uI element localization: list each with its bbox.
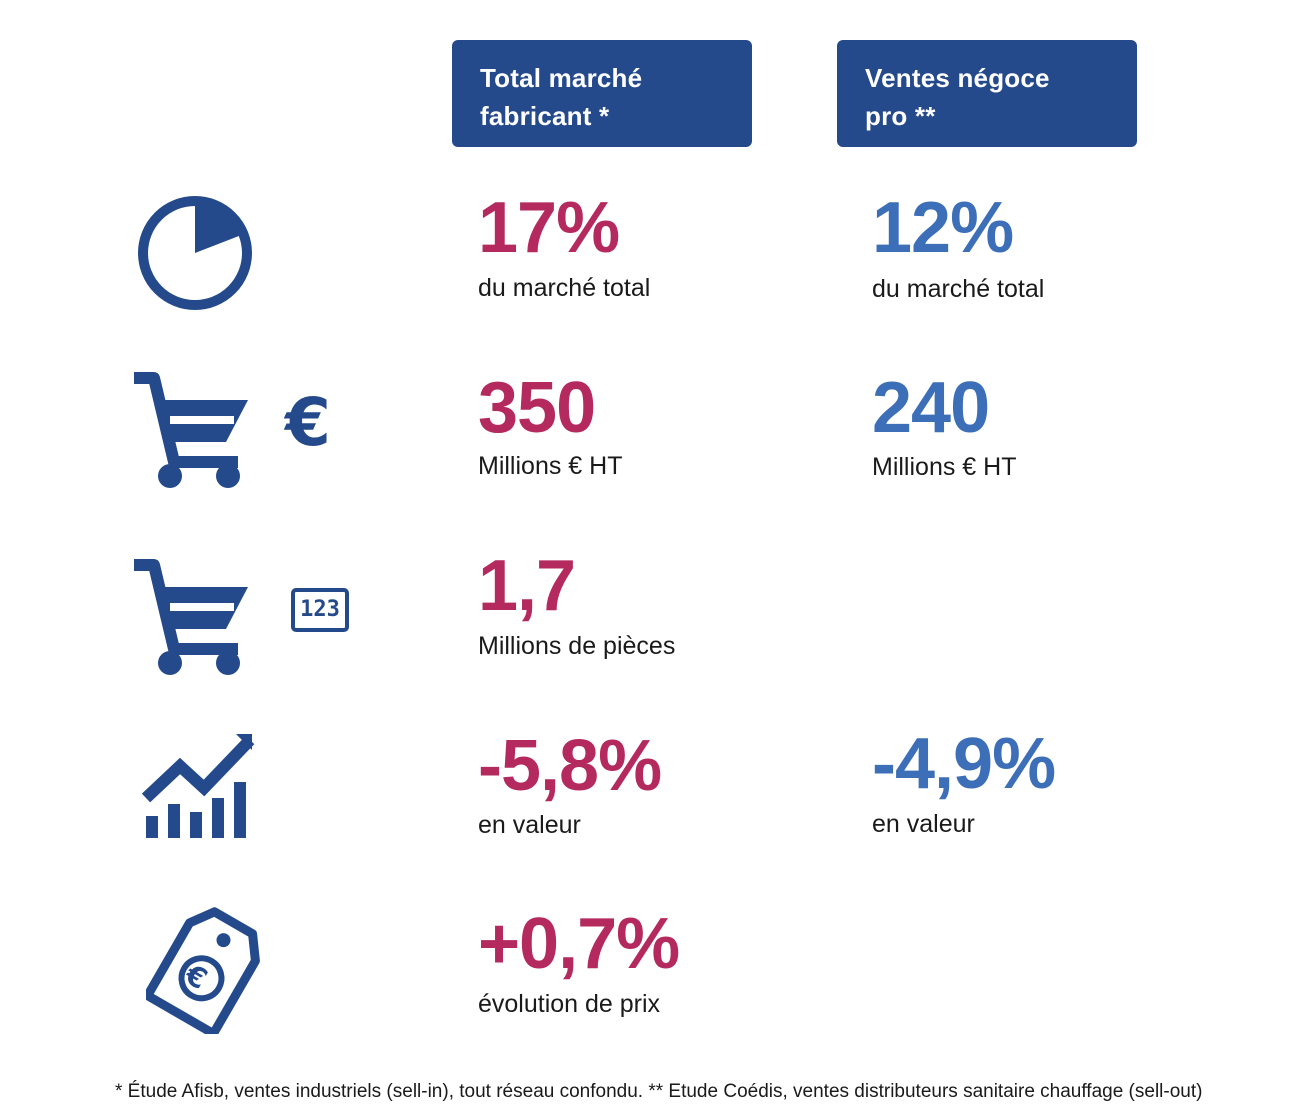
stat-value-12pct: 12% — [872, 188, 1014, 268]
stat-label: du marché total — [872, 275, 1045, 303]
stat-label: en valeur — [872, 810, 975, 838]
stat-value-minus-5-8pct: -5,8% — [478, 726, 662, 806]
header-col2-line1: Ventes négoce — [865, 63, 1050, 93]
euro-badge-icon: € — [285, 384, 331, 461]
header-col2-line2: pro ** — [865, 101, 936, 131]
growth-chart-icon — [142, 734, 255, 838]
stat-value-plus-0-7pct: +0,7% — [478, 904, 680, 984]
stat-label: Millions € HT — [872, 453, 1017, 481]
header-ventes-negoce-pro: Ventes négoce pro ** — [837, 40, 1137, 147]
counter-badge-text: 123 — [300, 597, 340, 622]
stat-value-240: 240 — [872, 368, 990, 448]
header-total-marche-fabricant: Total marché fabricant * — [452, 40, 752, 147]
stat-label: du marché total — [478, 274, 651, 302]
pie-chart-icon — [138, 196, 252, 310]
cart-euro-icon — [134, 372, 248, 488]
stat-label: Millions € HT — [478, 452, 623, 480]
stat-value-350: 350 — [478, 368, 596, 448]
stat-label: en valeur — [478, 811, 581, 839]
header-col1-line1: Total marché — [480, 63, 643, 93]
counter-badge-icon: 123 — [291, 588, 349, 632]
stat-value-minus-4-9pct: -4,9% — [872, 724, 1056, 804]
price-tag-euro-icon: € — [146, 907, 260, 1034]
stat-label: évolution de prix — [478, 990, 661, 1018]
header-col1-line2: fabricant * — [480, 101, 610, 131]
stat-value-1-7: 1,7 — [478, 546, 576, 626]
footnote: * Étude Afisb, ventes industriels (sell-… — [115, 1081, 1203, 1102]
stat-label: Millions de pièces — [478, 632, 676, 660]
stat-value-17pct: 17% — [478, 188, 620, 268]
cart-count-icon — [134, 559, 248, 675]
